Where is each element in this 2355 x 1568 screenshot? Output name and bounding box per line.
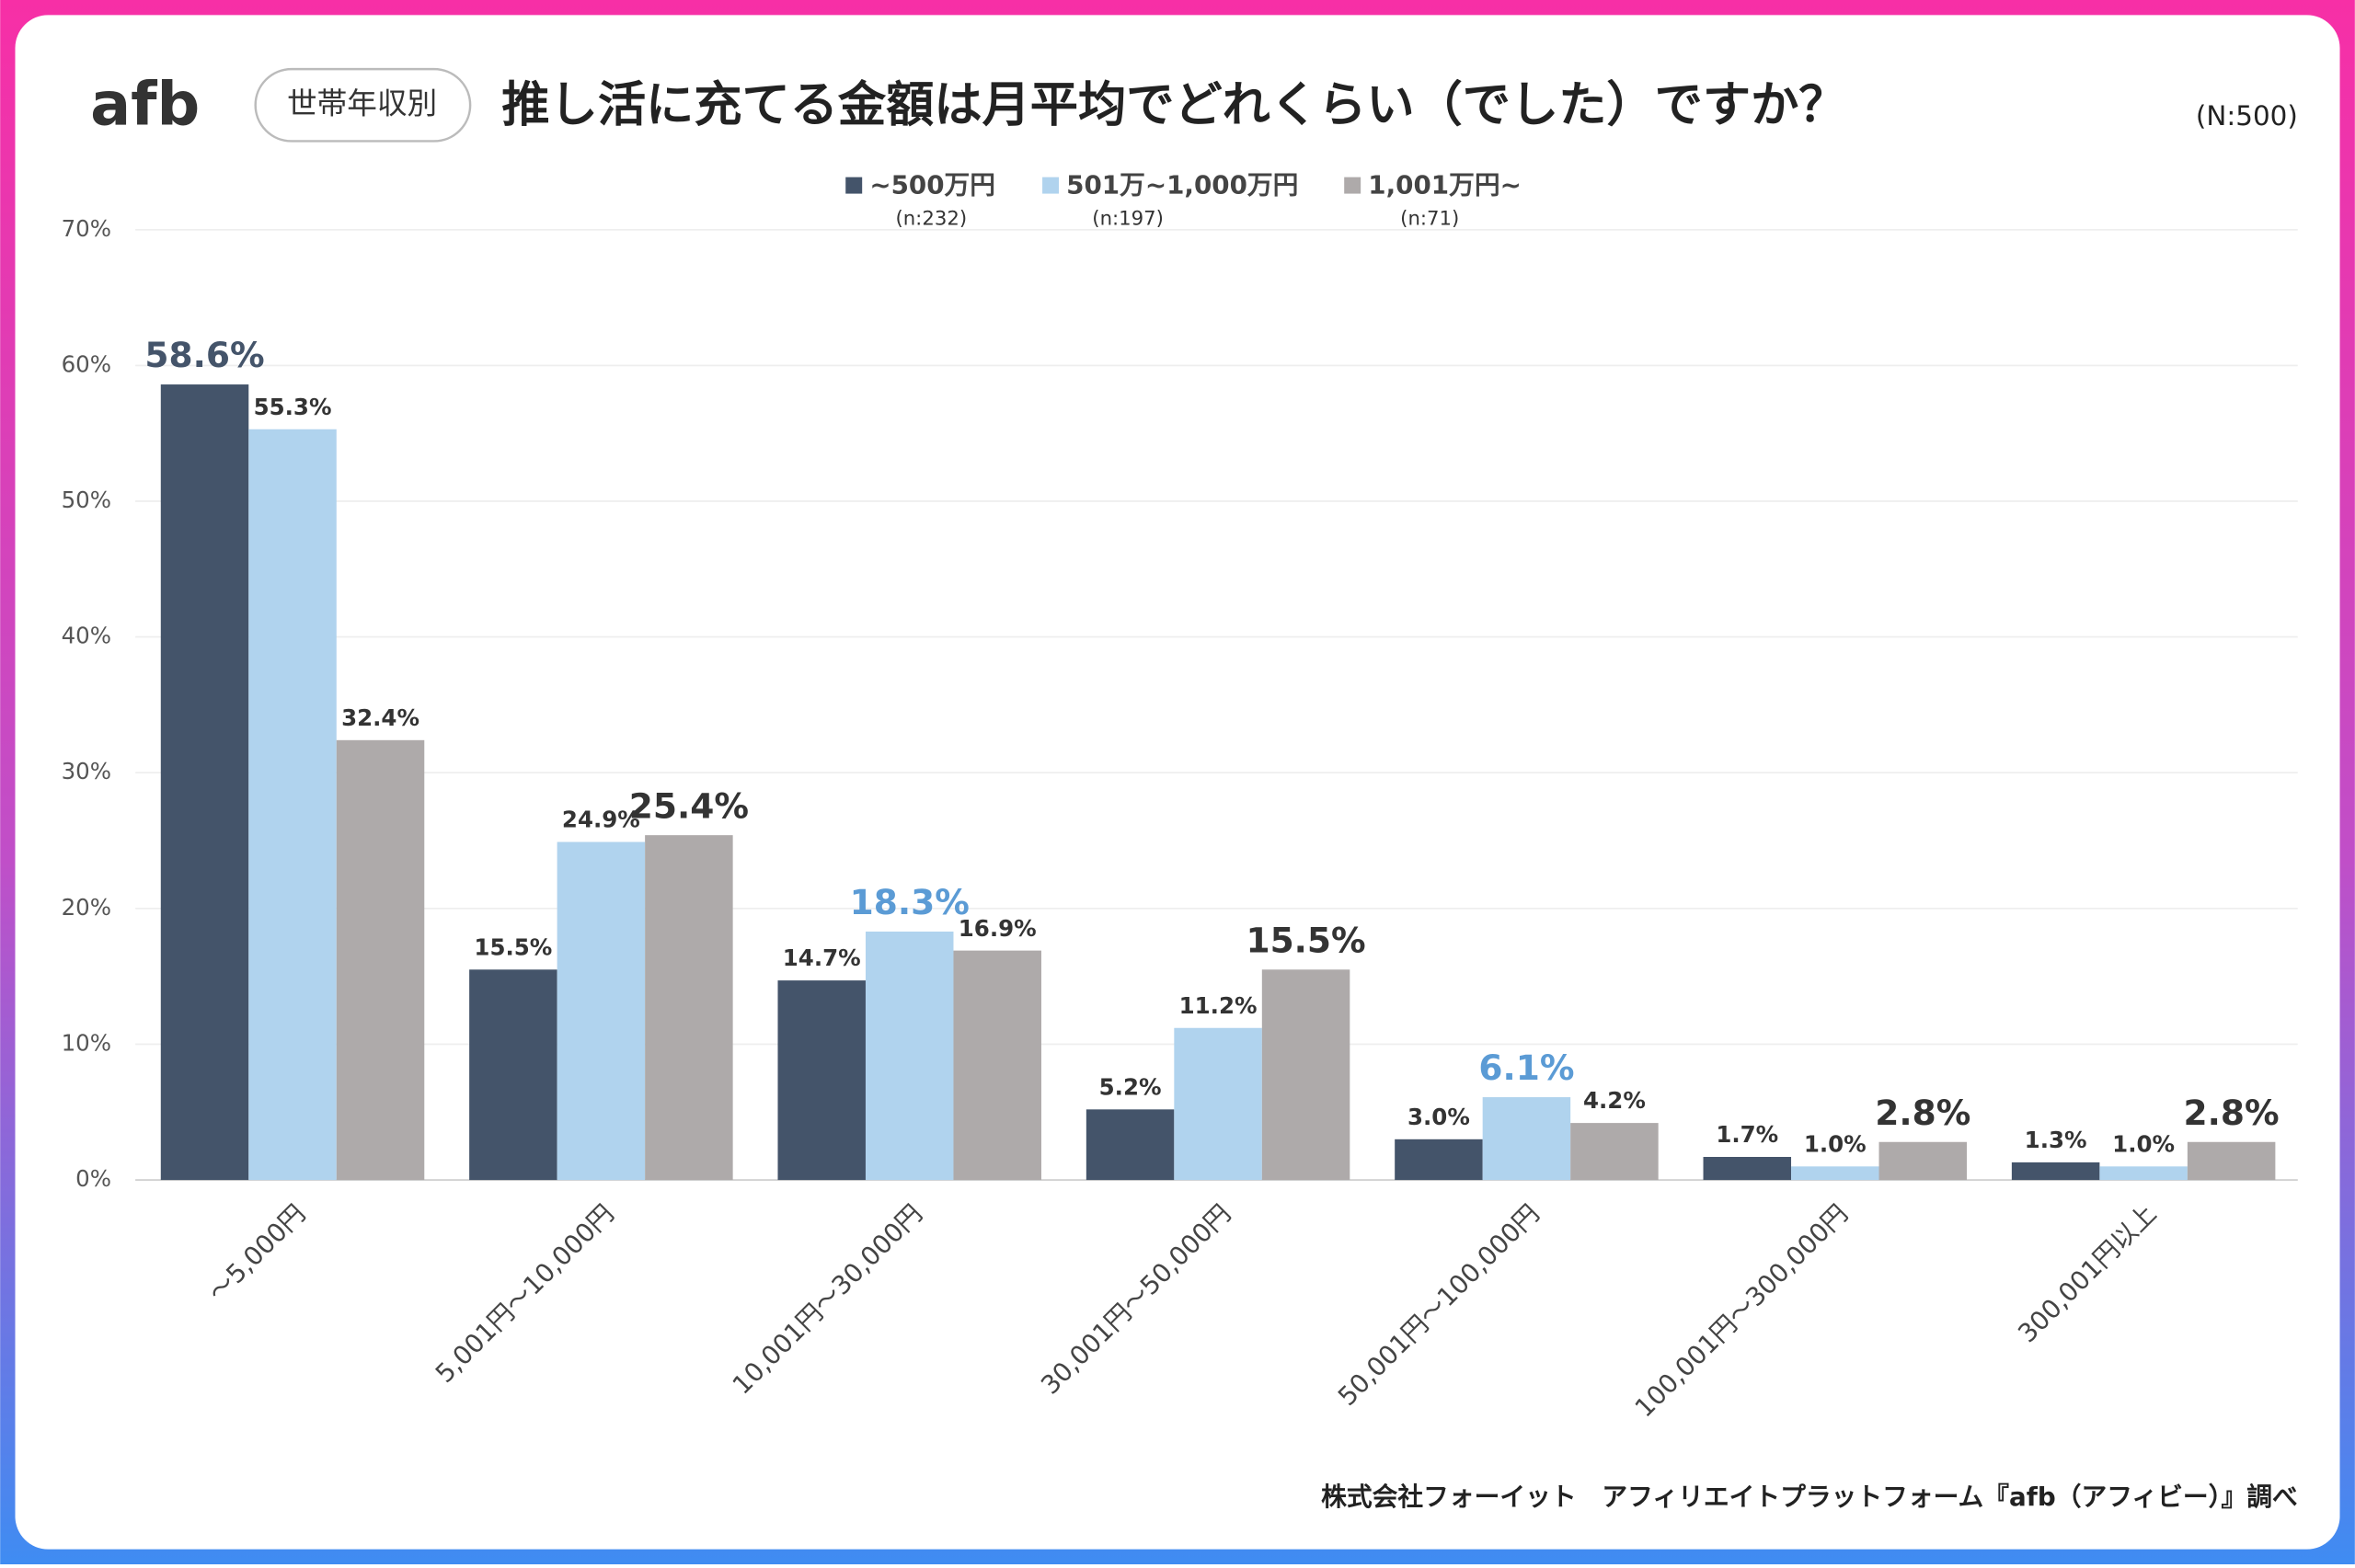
bar — [953, 950, 1041, 1181]
logo: afb — [90, 70, 200, 140]
source: 株式会社フォーイット アフィリエイトプラットフォーム『afb（アフィビー）』調べ — [1321, 1482, 2298, 1512]
badge: 世帯年収別 — [287, 86, 437, 120]
y-tick-label: 70% — [62, 215, 111, 242]
y-tick-label: 60% — [62, 350, 111, 377]
value-label: 25.4% — [629, 785, 749, 826]
y-tick-label: 20% — [62, 894, 111, 921]
bar — [645, 835, 733, 1181]
y-tick-label: 30% — [62, 758, 111, 784]
bar — [1703, 1157, 1792, 1181]
value-label: 1.0% — [2112, 1130, 2175, 1157]
value-label: 2.8% — [2184, 1093, 2280, 1133]
legend-sample: (n:71) — [1400, 207, 1459, 230]
y-tick-label: 50% — [62, 486, 111, 513]
value-label: 11.2% — [1179, 992, 1258, 1019]
value-label: 4.2% — [1583, 1087, 1646, 1114]
legend-label: 1,001万円~ — [1368, 169, 1522, 200]
value-label: 24.9% — [562, 807, 640, 833]
bar — [2011, 1162, 2100, 1181]
legend-label: ~500万円 — [869, 169, 995, 200]
value-label: 3.0% — [1407, 1104, 1470, 1130]
legend-swatch — [1042, 177, 1060, 194]
bar — [557, 841, 646, 1181]
value-label: 16.9% — [959, 915, 1037, 942]
bar — [1395, 1139, 1483, 1181]
value-label: 58.6% — [144, 335, 264, 375]
bar — [1086, 1109, 1175, 1181]
value-label: 32.4% — [341, 704, 419, 731]
bar — [1878, 1141, 1968, 1181]
chart-title: 推し活に充てる金額は月平均でどれくらい（でした）ですか？ — [501, 78, 1846, 133]
value-label: 1.3% — [2025, 1127, 2087, 1153]
value-label: 14.7% — [783, 944, 861, 971]
legend-swatch — [845, 177, 863, 194]
bar — [469, 969, 557, 1181]
bar — [2099, 1166, 2188, 1181]
bar — [248, 429, 337, 1181]
y-tick-label: 40% — [62, 623, 111, 649]
legend-swatch — [1344, 177, 1361, 194]
bar — [160, 384, 249, 1181]
value-label: 2.8% — [1875, 1093, 1970, 1133]
bar — [1791, 1166, 1879, 1181]
value-label: 15.5% — [1246, 920, 1365, 960]
value-label: 55.3% — [254, 394, 332, 420]
value-label: 15.5% — [474, 933, 552, 960]
y-tick-label: 0% — [75, 1165, 111, 1192]
bar — [1482, 1097, 1571, 1181]
bar — [777, 980, 866, 1181]
note: (N:500) — [2196, 100, 2298, 132]
legend-sample: (n:232) — [895, 207, 967, 230]
value-label: 1.0% — [1804, 1130, 1867, 1157]
bar — [1261, 969, 1350, 1181]
bar — [2187, 1141, 2276, 1181]
legend-label: 501万~1,000万円 — [1066, 169, 1298, 200]
badge-box — [254, 67, 472, 143]
y-tick-label: 10% — [62, 1029, 111, 1056]
bar — [1174, 1027, 1262, 1181]
bar — [865, 931, 954, 1181]
value-label: 1.7% — [1716, 1121, 1778, 1148]
bar — [1570, 1123, 1659, 1181]
value-label: 18.3% — [850, 882, 970, 922]
bar — [336, 739, 425, 1181]
value-label: 5.2% — [1099, 1073, 1162, 1100]
legend-sample: (n:197) — [1092, 207, 1164, 230]
value-label: 6.1% — [1478, 1047, 1574, 1088]
